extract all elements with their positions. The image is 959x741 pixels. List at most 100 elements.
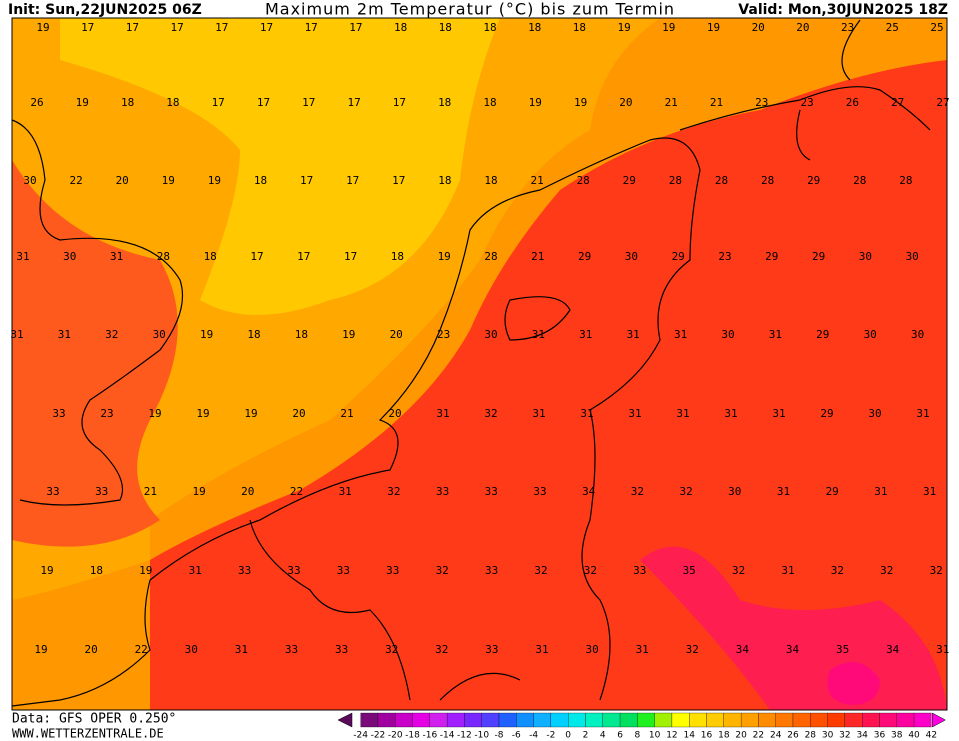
temperature-label: 28 [577, 174, 590, 187]
colorbar-swatch [619, 712, 638, 728]
colorbar-swatch [844, 712, 863, 728]
temperature-label: 33 [95, 485, 108, 498]
temperature-label: 25 [886, 21, 899, 34]
temperature-label: 31 [724, 407, 737, 420]
temperature-label: 23 [437, 328, 450, 341]
colorbar-swatch [568, 712, 586, 728]
coastline [149, 137, 701, 701]
temperature-label: 20 [116, 174, 129, 187]
colorbar-label: -14 [440, 731, 455, 741]
coastlines [11, 17, 948, 711]
temperature-label: 30 [906, 250, 919, 263]
temperature-label: 31 [916, 407, 929, 420]
temperature-label: 21 [710, 96, 723, 109]
temperature-label: 28 [761, 174, 774, 187]
temperature-label: 33 [633, 564, 646, 577]
colorbar-label: 42 [926, 731, 937, 741]
temperature-label: 19 [438, 250, 451, 263]
temperature-label: 31 [777, 485, 790, 498]
temperature-label: 20 [388, 407, 401, 420]
colorbar-swatch [637, 712, 655, 728]
temperature-label: 20 [390, 328, 403, 341]
temperature-label: 31 [628, 407, 641, 420]
colorbar-label: 4 [600, 731, 606, 741]
colorbar-label: 16 [701, 731, 713, 741]
temperature-label: 19 [200, 328, 213, 341]
field-yellow [60, 18, 500, 315]
colorbar-swatch [481, 712, 500, 728]
temperature-label: 29 [820, 407, 833, 420]
temperature-label: 19 [76, 96, 89, 109]
colorbar-label: 34 [856, 731, 868, 741]
temperature-label: 23 [100, 407, 113, 420]
temperature-label: 18 [247, 328, 260, 341]
temperature-label: 31 [235, 643, 248, 656]
temperature-label: 17 [393, 96, 406, 109]
temperature-label: 32 [631, 485, 644, 498]
temperature-label: 30 [625, 250, 638, 263]
temperature-label: 31 [769, 328, 782, 341]
colorbar-label: -8 [495, 731, 504, 741]
temperature-label: 17 [297, 250, 310, 263]
temperature-label: 32 [435, 643, 448, 656]
colorbar-label: 0 [565, 731, 571, 741]
temperature-label: 35 [836, 643, 849, 656]
temperature-label: 31 [10, 328, 23, 341]
temperature-label: 30 [185, 643, 198, 656]
temperature-label: 21 [665, 96, 678, 109]
temperature-label: 18 [483, 21, 496, 34]
temperature-label: 18 [394, 21, 407, 34]
temperature-label: 31 [16, 250, 29, 263]
colorbar-swatch [395, 712, 413, 728]
colorbar-label: -22 [371, 731, 386, 741]
temperature-label: 18 [90, 564, 103, 577]
map-field [12, 18, 947, 710]
colorbar-swatch [758, 712, 776, 728]
colorbar-label: -16 [422, 731, 437, 741]
colorbar-label: 36 [874, 731, 886, 741]
temperature-label: 21 [530, 174, 543, 187]
temperature-label: 20 [84, 643, 97, 656]
temperature-label: 20 [619, 96, 632, 109]
colorbar-label: 10 [649, 731, 661, 741]
temperature-label: 33 [337, 564, 350, 577]
temperature-label: 30 [868, 407, 881, 420]
temperature-label: 30 [484, 328, 497, 341]
temperature-label: 32 [930, 564, 943, 577]
colorbar-swatch [671, 712, 690, 728]
init-time: Init: Sun,22JUN2025 06Z [8, 2, 202, 18]
temperature-label: 19 [36, 21, 49, 34]
temperature-label: 31 [535, 643, 548, 656]
colorbar-label: -24 [353, 731, 368, 741]
temperature-label: 26 [846, 96, 859, 109]
temperature-label: 19 [574, 96, 587, 109]
colorbar-swatch [550, 712, 569, 728]
temperature-label: 17 [170, 21, 183, 34]
temperature-label: 31 [58, 328, 71, 341]
temperature-label: 31 [874, 485, 887, 498]
temperature-label: 30 [721, 328, 734, 341]
temperature-label: 33 [485, 643, 498, 656]
temperature-label: 33 [436, 485, 449, 498]
temperature-label: 31 [189, 564, 202, 577]
colorbar-swatch [827, 712, 846, 728]
temperature-label: 31 [781, 564, 794, 577]
field-amber [12, 18, 660, 600]
temperature-label: 27 [891, 96, 904, 109]
temperature-label: 22 [290, 485, 303, 498]
colorbar-swatch [792, 712, 811, 728]
colorbar-label: 14 [684, 731, 696, 741]
temperature-label: 32 [732, 564, 745, 577]
colorbar-swatch [360, 712, 379, 728]
temperature-label: 33 [335, 643, 348, 656]
temperature-label: 19 [162, 174, 175, 187]
temperature-label: 18 [483, 96, 496, 109]
temperature-label: 32 [436, 564, 449, 577]
colorbar-label: 26 [787, 731, 799, 741]
temperature-label: 31 [532, 407, 545, 420]
temperature-label: 23 [841, 21, 854, 34]
temperature-label: 18 [528, 21, 541, 34]
temperature-label: 29 [807, 174, 820, 187]
temperature-label: 17 [347, 96, 360, 109]
field-magenta [827, 662, 880, 705]
